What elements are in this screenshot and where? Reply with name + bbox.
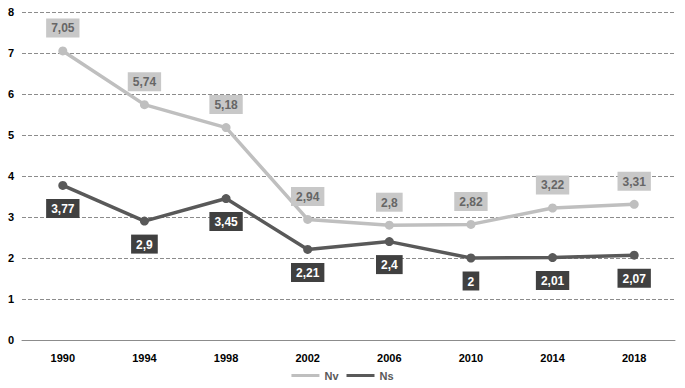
svg-text:2,01: 2,01 bbox=[541, 274, 565, 288]
svg-text:6: 6 bbox=[8, 88, 14, 100]
svg-text:1998: 1998 bbox=[214, 352, 238, 364]
svg-text:2,82: 2,82 bbox=[459, 195, 483, 209]
svg-text:2,94: 2,94 bbox=[296, 190, 320, 204]
svg-text:Nv: Nv bbox=[324, 370, 339, 382]
svg-text:3,31: 3,31 bbox=[623, 175, 647, 189]
svg-text:2006: 2006 bbox=[377, 352, 401, 364]
svg-text:1990: 1990 bbox=[51, 352, 75, 364]
svg-text:3,77: 3,77 bbox=[51, 202, 75, 216]
svg-text:2002: 2002 bbox=[295, 352, 319, 364]
svg-text:2,07: 2,07 bbox=[623, 272, 647, 286]
svg-text:2018: 2018 bbox=[622, 352, 646, 364]
svg-text:2,4: 2,4 bbox=[381, 258, 398, 272]
svg-text:Ns: Ns bbox=[380, 370, 394, 382]
svg-text:3: 3 bbox=[8, 211, 14, 223]
svg-text:7,05: 7,05 bbox=[51, 21, 75, 35]
svg-text:1994: 1994 bbox=[132, 352, 157, 364]
svg-text:2,8: 2,8 bbox=[381, 196, 398, 210]
svg-text:5,74: 5,74 bbox=[133, 75, 157, 89]
svg-text:2010: 2010 bbox=[459, 352, 483, 364]
svg-text:5: 5 bbox=[8, 129, 14, 141]
svg-text:2: 2 bbox=[8, 252, 14, 264]
svg-text:3,22: 3,22 bbox=[541, 178, 565, 192]
svg-text:4: 4 bbox=[8, 170, 15, 182]
svg-text:5,18: 5,18 bbox=[214, 98, 238, 112]
svg-text:2014: 2014 bbox=[540, 352, 565, 364]
svg-text:2,9: 2,9 bbox=[136, 238, 153, 252]
svg-text:2: 2 bbox=[468, 275, 475, 289]
svg-text:2,21: 2,21 bbox=[296, 266, 320, 280]
svg-text:0: 0 bbox=[8, 334, 14, 346]
svg-text:1: 1 bbox=[8, 293, 14, 305]
svg-text:7: 7 bbox=[8, 47, 14, 59]
svg-text:3,45: 3,45 bbox=[214, 215, 238, 229]
svg-text:8: 8 bbox=[8, 6, 14, 18]
